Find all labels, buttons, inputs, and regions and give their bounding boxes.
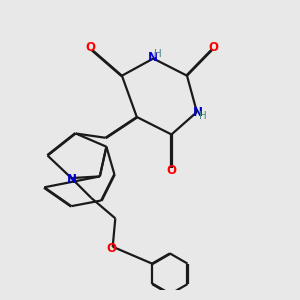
Text: H: H [199,111,207,121]
Text: H: H [154,49,162,59]
Text: O: O [106,242,116,255]
Text: N: N [193,106,203,118]
Text: O: O [209,41,219,55]
Text: O: O [167,164,176,177]
Text: O: O [85,41,96,55]
Text: N: N [66,173,76,186]
Text: N: N [148,51,158,64]
